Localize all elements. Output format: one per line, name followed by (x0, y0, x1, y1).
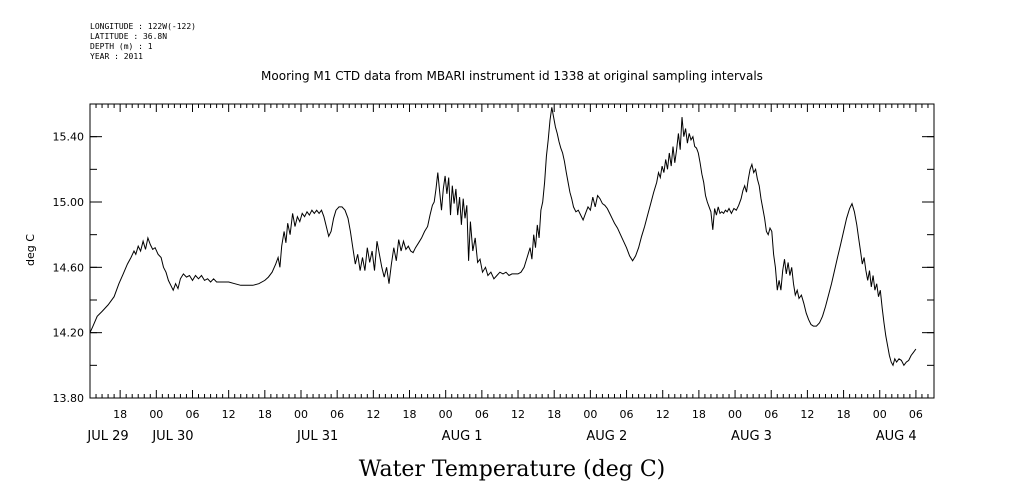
x-hour-label: 06 (185, 408, 199, 421)
y-tick-label: 15.40 (53, 131, 85, 144)
x-hour-label: 06 (330, 408, 344, 421)
x-hour-label: 06 (764, 408, 778, 421)
x-day-label: AUG 2 (586, 429, 627, 444)
x-day-label: JUL 29 (86, 429, 128, 444)
x-day-label: AUG 4 (876, 429, 917, 444)
y-axis-label: deg C (24, 234, 37, 266)
chart-metadata: LONGITUDE : 122W(-122) LATITUDE : 36.8N … (90, 22, 196, 61)
depth-label: DEPTH (m) : 1 (90, 42, 153, 51)
x-hour-label: 06 (620, 408, 634, 421)
x-hour-label: 12 (222, 408, 236, 421)
x-hour-label: 18 (547, 408, 561, 421)
year-label: YEAR : 2011 (90, 52, 143, 61)
axis-ticks (89, 103, 935, 399)
x-day-label: AUG 1 (442, 429, 483, 444)
x-day-label: AUG 3 (731, 429, 772, 444)
x-hour-label: 18 (403, 408, 417, 421)
x-hour-label: 18 (258, 408, 272, 421)
x-hour-label: 00 (873, 408, 887, 421)
x-hour-label: 18 (692, 408, 706, 421)
y-tick-label: 13.80 (53, 392, 85, 405)
x-hour-label: 00 (294, 408, 308, 421)
x-hour-label: 12 (511, 408, 525, 421)
x-hour-label: 06 (475, 408, 489, 421)
y-tick-label: 15.00 (53, 196, 85, 209)
x-hour-label: 00 (583, 408, 597, 421)
longitude-label: LONGITUDE : 122W(-122) (90, 22, 196, 31)
y-tick-label: 14.20 (53, 327, 85, 340)
x-hour-label: 12 (366, 408, 380, 421)
water-temperature-series (89, 107, 917, 367)
series-layer (89, 107, 917, 367)
x-hour-label: 00 (149, 408, 163, 421)
x-hour-label: 00 (439, 408, 453, 421)
x-day-label: JUL 30 (151, 429, 193, 444)
plot-frame (89, 103, 935, 399)
latitude-label: LATITUDE : 36.8N (90, 32, 167, 41)
y-tick-label: 14.60 (53, 261, 85, 274)
x-hour-label: 06 (909, 408, 923, 421)
x-hour-label: 18 (113, 408, 127, 421)
x-day-label: JUL 31 (296, 429, 338, 444)
x-axis-title: Water Temperature (deg C) (359, 457, 666, 482)
x-hour-label: 12 (800, 408, 814, 421)
x-hour-label: 18 (837, 408, 851, 421)
axis-tick-labels: 13.80 14.20 14.60 15.00 15.40 18 00 06 12 18 00 06 1… (53, 131, 923, 444)
x-hour-label: 12 (656, 408, 670, 421)
x-hour-label: 00 (728, 408, 742, 421)
chart-title: Mooring M1 CTD data from MBARI instrumen… (261, 69, 763, 83)
